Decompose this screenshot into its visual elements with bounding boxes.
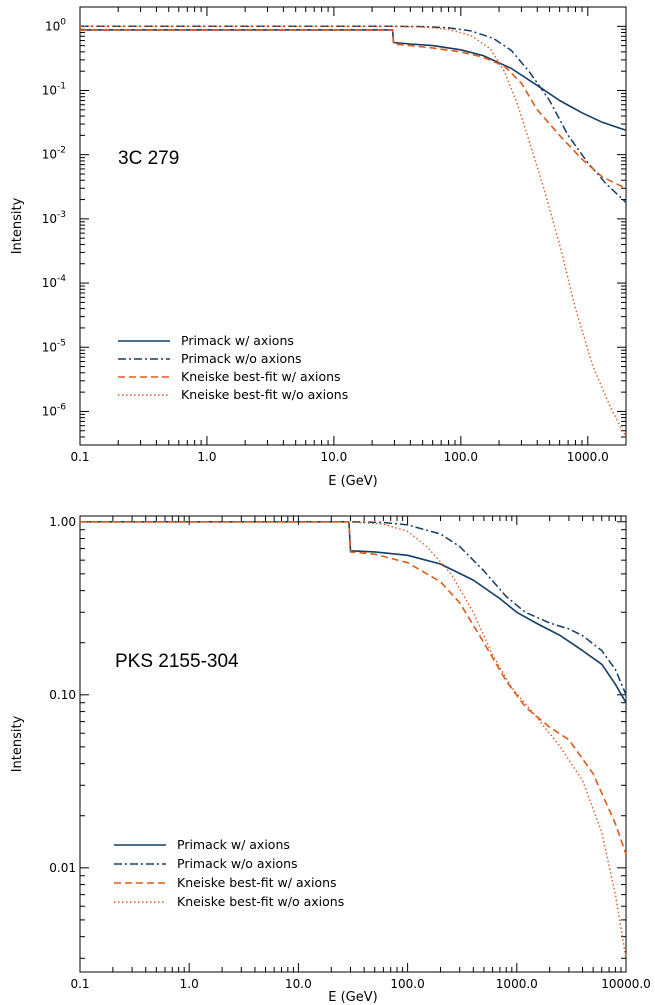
y-axis-label: Intensity (10, 715, 25, 772)
y-tick-labels: 1.00 0.10 0.01 (49, 515, 76, 875)
series-group (80, 520, 627, 959)
source-label: PKS 2155-304 (115, 651, 239, 672)
series-line-solid (80, 29, 627, 132)
x-tick-label: 100.0 (390, 977, 424, 991)
y-tick-label: 10-6 (42, 402, 67, 418)
legend-label: Primack w/ axions (177, 837, 290, 852)
x-tick-label: 10000.0 (601, 977, 651, 991)
x-tick-label: 0.1 (70, 450, 89, 464)
axis-ticks (79, 516, 627, 972)
legend-label: Kneiske best-fit w/o axions (177, 894, 344, 909)
source-label: 3C 279 (118, 148, 179, 169)
series-line-dotted (80, 521, 627, 959)
y-tick-labels: 100 10-1 10-2 10-3 10-4 10-5 10-6 (42, 17, 67, 418)
series-line-solid (80, 520, 627, 704)
x-tick-label: 1.0 (180, 977, 199, 991)
y-tick-label: 10-2 (42, 146, 66, 162)
legend-label: Kneiske best-fit w/ axions (181, 369, 341, 384)
x-tick-label: 10.0 (321, 450, 348, 464)
y-tick-label: 0.01 (49, 861, 76, 875)
x-tick-label: 0.1 (70, 977, 89, 991)
y-tick-label: 10-5 (42, 338, 66, 354)
x-tick-label: 1000.0 (496, 977, 538, 991)
x-tick-label: 1.0 (197, 450, 216, 464)
legend-label: Primack w/ axions (181, 333, 294, 348)
y-tick-label: 1.00 (49, 515, 76, 529)
x-tick-labels: 0.1 1.0 10.0 100.0 1000.0 (70, 450, 608, 464)
plot-frame (79, 6, 627, 446)
series-group (80, 25, 627, 438)
x-axis-label: E (GeV) (328, 990, 377, 1005)
series-line-dashed (80, 29, 627, 190)
y-tick-label: 10-4 (42, 274, 67, 290)
x-tick-label: 10.0 (285, 977, 312, 991)
plot-frame (79, 515, 627, 973)
y-tick-label: 100 (45, 17, 66, 33)
legend-label: Primack w/o axions (181, 351, 302, 366)
y-tick-label: 0.10 (49, 688, 76, 702)
legend: Primack w/ axions Primack w/o axions Kneis… (114, 837, 344, 909)
x-tick-label: 1000.0 (567, 450, 609, 464)
y-tick-label: 10-1 (42, 82, 66, 98)
x-tick-label: 100.0 (444, 450, 478, 464)
series-line-dashed (80, 520, 627, 855)
x-axis-label: E (GeV) (328, 474, 377, 489)
series-line-dashdot (80, 25, 627, 204)
series-line-dashdot (80, 521, 627, 696)
legend: Primack w/ axions Primack w/o axions Kneis… (118, 333, 348, 402)
chart-panel-pks2155: 0.1 1.0 10.0 100.0 1000.0 10000.0 1.00 0.10 0.0… (10, 515, 651, 1005)
chart-panel-3c279: 0.1 1.0 10.0 100.0 1000.0 100 10-1 10-2 10-3 10-… (10, 6, 627, 489)
legend-label: Kneiske best-fit w/ axions (177, 875, 337, 890)
legend-label: Kneiske best-fit w/o axions (181, 387, 348, 402)
y-tick-label: 10-3 (42, 210, 66, 226)
legend-label: Primack w/o axions (177, 856, 298, 871)
axis-ticks (79, 6, 627, 446)
series-line-dotted (80, 25, 627, 438)
y-axis-label: Intensity (10, 197, 25, 254)
x-tick-labels: 0.1 1.0 10.0 100.0 1000.0 10000.0 (70, 977, 650, 991)
